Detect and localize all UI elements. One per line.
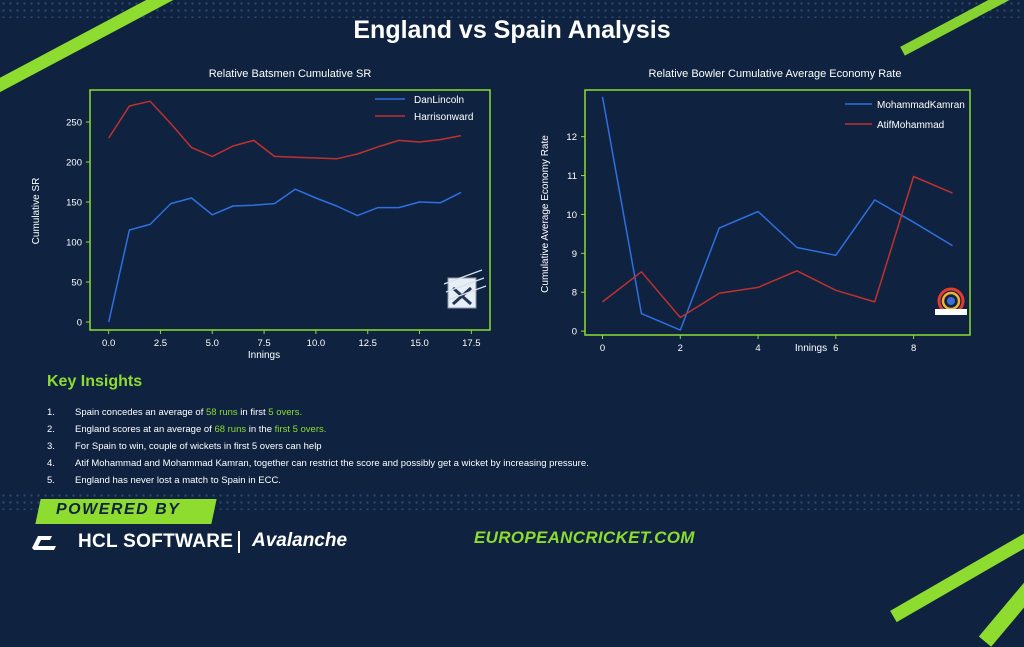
chart-left-frame: [89, 89, 491, 331]
insight-item: 5. England has never lost a match to Spai…: [47, 472, 589, 489]
insight-item: 3. For Spain to win, couple of wickets in…: [47, 438, 589, 455]
chart-left-xlabel: Innings: [248, 350, 280, 361]
chart-right-xlabel: Innings: [795, 343, 827, 354]
powered-by-text: POWERED BY: [56, 501, 181, 518]
y-tick-label: 12: [566, 132, 577, 143]
chart-right-y-ticks: 0 8 9 10 11 12: [566, 132, 585, 338]
chart-right-legend: MohammadKamran AtifMohammad: [845, 100, 965, 131]
chart-right-title: Relative Bowler Cumulative Average Econo…: [648, 68, 902, 80]
insight-number: 4.: [47, 458, 55, 469]
insight-number: 2.: [47, 424, 55, 435]
x-tick-label: 2: [678, 343, 683, 354]
chart-left-x-ticks: 0.0 2.5 5.0 7.5 10.0 12.5 15.0 17.5: [102, 330, 481, 349]
legend-label-danlincoln: DanLincoln: [414, 95, 464, 106]
insight-highlight: 58 runs: [205, 407, 238, 418]
insight-text-part: in first: [237, 407, 269, 418]
england-xi-logo: [443, 269, 487, 309]
bottom-dot-pattern: [0, 492, 1024, 510]
x-tick-label: 8: [911, 343, 916, 354]
x-tick-label: 0: [600, 343, 605, 354]
insight-text: Spain concedes an average of 58 runs in …: [75, 404, 302, 421]
insight-text: England scores at an average of 68 runs …: [75, 421, 326, 438]
hcl-software-text: HCL SOFTWARE: [78, 531, 234, 552]
insight-text-part: Spain concedes an average of: [75, 407, 206, 418]
insight-text-part: For Spain to win, couple of wickets in f…: [75, 441, 322, 452]
insight-number: 1.: [47, 407, 55, 418]
european-cricket-link[interactable]: EUROPEANCRICKET.COM: [474, 528, 695, 547]
cricket-espana-logo: [935, 287, 967, 315]
top-dot-pattern: [0, 0, 1024, 18]
y-tick-label: 100: [66, 238, 82, 249]
legend-label-atifmohammad: AtifMohammad: [877, 120, 944, 131]
insight-item: 2. England scores at an average of 68 run…: [47, 421, 589, 438]
x-tick-label: 0.0: [102, 338, 115, 349]
x-tick-label: 5.0: [206, 338, 219, 349]
y-tick-label: 250: [66, 118, 82, 129]
page-title: England vs Spain Analysis: [353, 16, 671, 44]
x-tick-label: 2.5: [154, 338, 167, 349]
x-tick-label: 15.0: [410, 338, 429, 349]
chart-right-ylabel: Cumulative Average Economy Rate: [540, 135, 551, 293]
chart-left-title: Relative Batsmen Cumulative SR: [208, 68, 372, 80]
y-tick-label: 150: [66, 198, 82, 209]
x-tick-label: 7.5: [257, 338, 270, 349]
y-tick-label: 50: [71, 278, 82, 289]
y-tick-label: 11: [567, 171, 577, 182]
x-tick-label: 4: [755, 343, 760, 354]
insights-list: 1. Spain concedes an average of 58 runs i…: [47, 404, 589, 489]
insight-number: 5.: [47, 475, 55, 486]
x-tick-label: 17.5: [462, 338, 481, 349]
insight-text-part: in the: [246, 424, 275, 435]
chart-left-series: [107, 100, 462, 323]
x-tick-label: 12.5: [358, 338, 377, 349]
y-tick-label: 9: [572, 249, 577, 260]
avalanche-text: Avalanche: [252, 530, 348, 551]
series-line-harrisonward: [108, 100, 462, 160]
insight-highlight: first 5 overs.: [274, 424, 327, 435]
insight-highlight: 68 runs: [214, 424, 247, 435]
insight-text: Atif Mohammad and Mohammad Kamran, toget…: [75, 455, 589, 472]
insight-text-part: England has never lost a match to Spain …: [75, 475, 281, 486]
insight-item: 4. Atif Mohammad and Mohammad Kamran, tog…: [47, 455, 589, 472]
chart-left-y-ticks: 0 50 100 150 200 250: [66, 118, 90, 329]
insight-highlight: 5 overs.: [268, 407, 303, 418]
series-line-mohammadkamran: [601, 96, 953, 331]
y-tick-label: 0: [77, 318, 82, 329]
x-tick-label: 6: [833, 343, 838, 354]
chart-left: 0 50 100 150 200 250 0.0 2.5 5.0 7.5 10.0 12.5 15.0…: [31, 89, 491, 361]
chart-right: 0 8 9 10 11 12 0 2 4 6 8 Innings Cumulative Avera…: [540, 89, 971, 354]
insight-item: 1. Spain concedes an average of 58 runs i…: [47, 404, 589, 421]
hcl-logo-icon: [32, 536, 56, 550]
insight-text-part: Atif Mohammad and Mohammad Kamran, toget…: [75, 458, 589, 469]
y-tick-label: 0: [572, 327, 577, 338]
x-tick-label: 10.0: [307, 338, 326, 349]
chart-right-x-ticks: 0 2 4 6 8: [600, 335, 916, 354]
chart-right-series: [601, 96, 953, 331]
series-line-danlincoln: [107, 188, 462, 323]
y-tick-label: 200: [66, 158, 82, 169]
series-line-atifmohammad: [602, 175, 953, 319]
insight-text: For Spain to win, couple of wickets in f…: [75, 438, 322, 455]
chart-left-legend: DanLincoln Harrisonward: [375, 95, 473, 123]
insight-text: England has never lost a match to Spain …: [75, 472, 281, 489]
y-tick-label: 10: [566, 210, 577, 221]
legend-label-mohammadkamran: MohammadKamran: [877, 100, 965, 111]
insights-heading: Key Insights: [47, 373, 143, 390]
insight-number: 3.: [47, 441, 55, 452]
chart-right-frame: [584, 89, 971, 336]
chart-left-ylabel: Cumulative SR: [31, 178, 42, 245]
insight-text-part: England scores at an average of: [75, 424, 215, 435]
legend-label-harrisonward: Harrisonward: [414, 112, 473, 123]
y-tick-label: 8: [572, 288, 577, 299]
footer-separator: [238, 531, 240, 553]
